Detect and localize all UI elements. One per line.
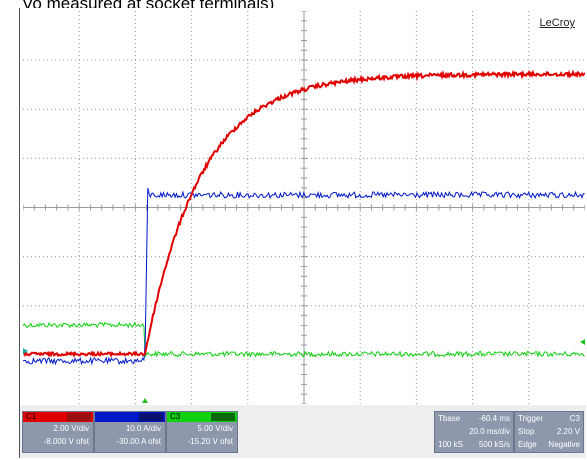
channel-3-tag bbox=[211, 413, 235, 421]
timebase-scale: 20.0 ms/div bbox=[469, 427, 510, 436]
trigger-source: C3 bbox=[569, 414, 580, 423]
ch2-trace bbox=[22, 187, 585, 366]
channel-1-label: C1 bbox=[26, 412, 37, 421]
timebase-delay: -60.4 ms bbox=[478, 414, 510, 423]
channel-2-offset: -30.00 A ofst bbox=[116, 437, 161, 446]
ch1-trace bbox=[22, 69, 586, 358]
trigger-type: Edge bbox=[518, 440, 537, 449]
channel-1-offset: -8.000 V ofst bbox=[43, 437, 89, 446]
channel-3-header: C3 bbox=[167, 412, 237, 422]
timebase-rate: 500 kS/s bbox=[478, 440, 510, 449]
channel-2-scale: 10.0 A/div bbox=[125, 424, 161, 433]
graticule bbox=[22, 10, 586, 405]
timebase-label: Tbase bbox=[438, 414, 461, 423]
brand-logo: LeCroy bbox=[539, 17, 575, 29]
channel-2-panel[interactable]: 10.0 A/div -30.00 A ofst bbox=[94, 411, 166, 453]
channel-3-offset: -15.20 V ofst bbox=[187, 437, 233, 446]
channel-2-tag bbox=[139, 413, 163, 421]
trigger-panel[interactable]: Trigger C3 Stop 2.20 V Edge Negative bbox=[514, 411, 584, 453]
ch3-trace bbox=[22, 321, 585, 359]
channel-3-scale: 5.00 V/div bbox=[197, 424, 233, 433]
channel-marker-left bbox=[23, 348, 28, 354]
channel-marker-right bbox=[580, 339, 585, 345]
channel-2-header bbox=[95, 412, 165, 422]
trigger-position-marker bbox=[142, 398, 148, 403]
status-bar: C1 2.00 V/div -8.000 V ofst 10.0 A/div -… bbox=[20, 405, 586, 458]
trigger-mode: Stop bbox=[518, 427, 535, 436]
timebase-panel[interactable]: Tbase -60.4 ms 20.0 ms/div 100 kS 500 kS… bbox=[434, 411, 514, 453]
trigger-label: Trigger bbox=[518, 414, 544, 423]
trigger-slope: Negative bbox=[548, 440, 580, 449]
channel-1-header: C1 bbox=[23, 412, 93, 422]
channel-1-scale: 2.00 V/div bbox=[53, 424, 89, 433]
waveform-svg bbox=[22, 10, 586, 405]
channel-3-panel[interactable]: C3 5.00 V/div -15.20 V ofst bbox=[166, 411, 238, 453]
oscilloscope-display: LeCroy C1 2.00 V/div -8.000 V ofst 10.0 … bbox=[19, 8, 586, 458]
channel-3-label: C3 bbox=[170, 412, 181, 421]
channel-1-tag bbox=[67, 413, 91, 421]
waveform-screen: LeCroy bbox=[22, 10, 586, 405]
timebase-samples: 100 kS bbox=[438, 440, 463, 449]
trigger-level: 2.20 V bbox=[556, 427, 580, 436]
channel-1-panel[interactable]: C1 2.00 V/div -8.000 V ofst bbox=[22, 411, 94, 453]
